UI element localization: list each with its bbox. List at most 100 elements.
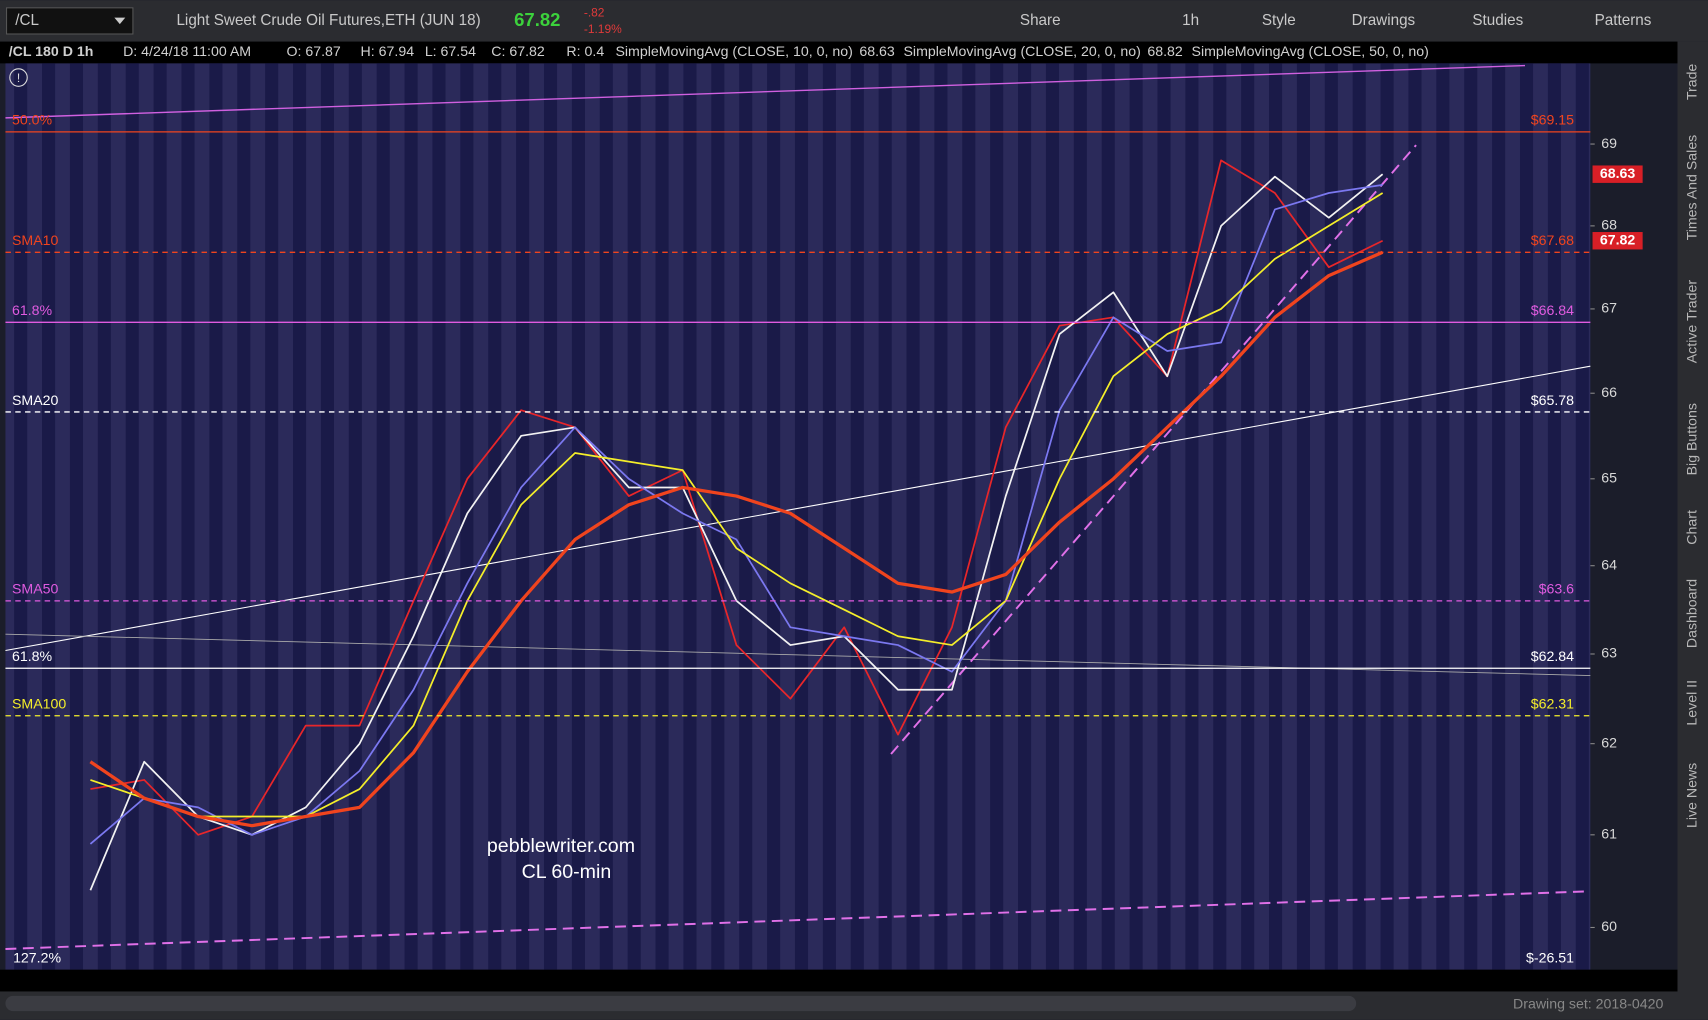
- drawing-set: Drawing set: 2018-0420: [1513, 996, 1663, 1012]
- header-field: C: 67.82: [491, 44, 545, 60]
- session-band: [1185, 63, 1199, 970]
- session-band: [1492, 63, 1506, 970]
- price-marker: [1592, 165, 1643, 183]
- level-label: 50.0%: [12, 113, 53, 129]
- session-band: [488, 63, 502, 970]
- session-band: [97, 63, 111, 970]
- symbol-box[interactable]: [5, 7, 134, 35]
- session-band: [934, 63, 948, 970]
- y-tick-label: 63: [1601, 646, 1617, 662]
- y-tick-label: 61: [1601, 827, 1617, 843]
- y-tick-label: 65: [1601, 471, 1617, 487]
- session-band: [293, 63, 307, 970]
- session-band: [1018, 63, 1032, 970]
- price-marker-label: 67.82: [1600, 232, 1636, 248]
- session-band: [153, 63, 167, 970]
- session-band: [376, 63, 390, 970]
- side-tab[interactable]: Level II: [1684, 680, 1700, 726]
- level-label: SMA100: [12, 697, 66, 713]
- session-band: [1519, 63, 1534, 970]
- trendline: [5, 890, 1591, 950]
- scroll-thumb[interactable]: [5, 995, 1357, 1012]
- side-tab[interactable]: Live News: [1684, 763, 1700, 828]
- session-band: [850, 63, 864, 970]
- session-band: [14, 63, 28, 970]
- legend-entry: SimpleMovingAvg (CLOSE, 20, 0, no): [903, 44, 1140, 60]
- side-panel: [1677, 41, 1708, 1020]
- side-tab[interactable]: Active Trader: [1684, 280, 1700, 364]
- description: Light Sweet Crude Oil Futures,ETH (JUN 1…: [176, 12, 480, 29]
- session-band: [516, 63, 530, 970]
- session-band: [990, 63, 1004, 970]
- session-band: [1380, 63, 1394, 970]
- x-axis-bar: [0, 969, 1678, 992]
- session-band: [1101, 63, 1115, 970]
- session-band: [348, 63, 362, 970]
- change: -.82: [584, 5, 605, 19]
- session-band: [1408, 63, 1422, 970]
- session-band: [265, 63, 279, 970]
- session-band: [1269, 63, 1283, 970]
- header-bar: [0, 41, 1678, 64]
- session-band: [1157, 63, 1171, 970]
- toolbar-button[interactable]: Patterns: [1595, 12, 1652, 29]
- legend-value: 68.63: [859, 44, 895, 60]
- header-field: O: 67.87: [286, 44, 340, 60]
- session-band: [181, 63, 195, 970]
- session-band: [767, 63, 781, 970]
- session-band: [1324, 63, 1338, 970]
- level-price: $67.68: [1531, 233, 1574, 249]
- session-band: [794, 63, 809, 970]
- symbol[interactable]: /CL: [15, 12, 39, 29]
- session-band: [1073, 63, 1087, 970]
- session-band: [404, 63, 418, 970]
- session-band: [1241, 63, 1255, 970]
- header-field: H: 67.94: [361, 44, 415, 60]
- trendline: [5, 365, 1591, 652]
- toolbar-button[interactable]: 1h: [1182, 12, 1199, 29]
- level-price: $62.31: [1531, 697, 1574, 713]
- side-tab[interactable]: Chart: [1684, 510, 1700, 545]
- level-price: $65.78: [1531, 393, 1574, 409]
- change-pct: -1.19%: [584, 22, 622, 36]
- price-marker-label: 68.63: [1600, 166, 1636, 182]
- dropdown-arrow[interactable]: [114, 17, 126, 25]
- side-tab[interactable]: Big Buttons: [1684, 403, 1700, 475]
- side-tab[interactable]: Trade: [1684, 64, 1700, 101]
- toolbar-button[interactable]: Share: [1020, 12, 1061, 29]
- session-band: [822, 63, 836, 970]
- level-label: 61.8%: [12, 649, 53, 665]
- session-band: [1464, 63, 1478, 970]
- session-band: [1213, 63, 1227, 970]
- level-price: $66.84: [1531, 303, 1574, 319]
- session-band: [655, 63, 669, 970]
- session-band: [42, 63, 56, 970]
- session-band: [1045, 63, 1060, 970]
- session-band: [1296, 63, 1310, 970]
- toolbar-button[interactable]: Style: [1262, 12, 1296, 29]
- side-tab[interactable]: Times And Sales: [1684, 135, 1700, 241]
- toolbar: [0, 0, 1708, 42]
- price-marker: [1592, 232, 1643, 250]
- header-field: R: 0.4: [566, 44, 604, 60]
- y-tick-label: 66: [1601, 385, 1617, 401]
- alert-icon[interactable]: [9, 68, 28, 87]
- toolbar-button[interactable]: Drawings: [1352, 12, 1416, 29]
- header-field: D: 4/24/18 11:00 AM: [123, 44, 251, 60]
- session-band: [599, 63, 613, 970]
- series-line: [89, 250, 1384, 828]
- fib-price: $-26.51: [1526, 951, 1574, 967]
- session-band: [320, 63, 334, 970]
- session-band: [906, 63, 920, 970]
- series-line: [89, 173, 1384, 891]
- session-band: [878, 63, 892, 970]
- side-tab[interactable]: Dashboard: [1684, 579, 1700, 648]
- session-band: [209, 63, 223, 970]
- toolbar-button[interactable]: Studies: [1472, 12, 1523, 29]
- session-band: [1547, 63, 1561, 970]
- session-band: [711, 63, 725, 970]
- session-band: [1129, 63, 1143, 970]
- y-tick-label: 67: [1601, 301, 1617, 317]
